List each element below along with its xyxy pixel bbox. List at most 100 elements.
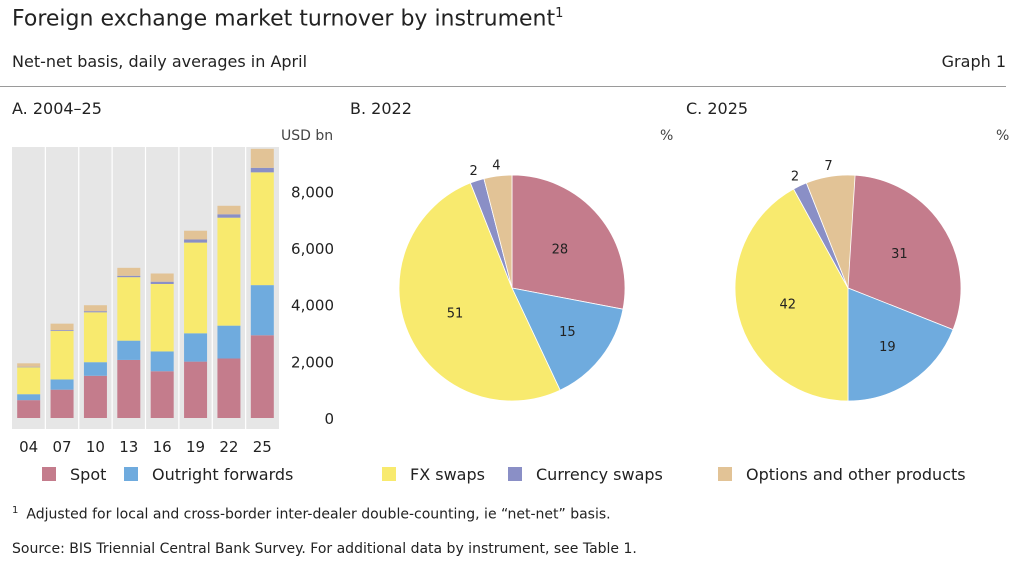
bar-segment-fx_swaps-16 [150, 283, 174, 352]
footnote-text: Adjusted for local and cross-border inte… [26, 506, 611, 523]
bar-segment-fx_swaps-25 [250, 172, 274, 286]
bar-segment-fx_swaps-07 [50, 331, 74, 380]
legend-label: Outright forwards [152, 464, 294, 484]
bar-segment-spot-13 [117, 359, 141, 418]
footnote-mark: 1 [12, 505, 19, 516]
pie-2022-slice-label: 28 [552, 242, 569, 257]
header-divider [0, 86, 1006, 87]
legend-item-currency_swaps: Currency swaps [508, 462, 663, 486]
pie-chart-panel-c: 31 19 42 2 7 [734, 159, 962, 402]
bar-segment-fx_swaps-13 [117, 277, 141, 341]
bar-segment-options-10 [83, 305, 107, 312]
bar-segment-outright_forwards-25 [250, 285, 274, 336]
legend-label: FX swaps [410, 464, 485, 484]
bar-segment-options-04 [17, 363, 41, 367]
pie-2025-slice-label: 31 [891, 247, 908, 262]
chart-subtitle: Net-net basis, daily averages in April [12, 52, 308, 71]
bar-segment-outright_forwards-16 [150, 351, 174, 372]
legend-item-options: Options and other products [718, 462, 966, 486]
bar-segment-currency_swaps-22 [217, 214, 241, 218]
pie-2025-slice-options [805, 174, 856, 289]
graph-label: Graph 1 [941, 52, 1006, 71]
y-tick-label: 4,000 [291, 297, 334, 315]
legend-swatch [508, 467, 522, 481]
bar-segment-spot-22 [217, 358, 241, 418]
legend-label: Options and other products [746, 464, 966, 484]
panel-c-title: C. 2025 [686, 99, 749, 118]
pie-2025-slice-label: 19 [879, 340, 896, 355]
chart-title: Foreign exchange market turnover by inst… [12, 6, 563, 31]
panel-a-unit: USD bn [281, 128, 334, 144]
panel-c-unit: % [996, 128, 1010, 144]
source-note: Source: BIS Triennial Central Bank Surve… [12, 541, 637, 557]
pie-2025-slice-outright_forwards [847, 287, 954, 402]
legend-label: Currency swaps [536, 464, 663, 484]
pie-2022-slice-label: 51 [447, 307, 464, 322]
bar-chart-panel-a: 04 07 10 13 16 19 22 25 0 2,000 4,000 6,000 8,000 [12, 147, 334, 456]
bar-segment-outright_forwards-13 [117, 340, 141, 360]
x-tick-label: 19 [186, 438, 205, 456]
pie-2025-slice-fx_swaps [734, 188, 849, 402]
y-tick-label: 6,000 [291, 240, 334, 258]
bar-segment-outright_forwards-19 [184, 333, 208, 362]
y-tick-label: 8,000 [291, 183, 334, 201]
legend-swatch [718, 467, 732, 481]
bar-segment-spot-10 [83, 375, 107, 418]
bar-segment-outright_forwards-22 [217, 325, 241, 359]
bar-segment-options-19 [184, 230, 208, 240]
bar-segment-fx_swaps-19 [184, 242, 208, 334]
legend-item-spot: Spot [42, 462, 106, 486]
bar-segment-options-22 [217, 205, 241, 215]
bar-segment-currency_swaps-04 [17, 366, 41, 368]
bar-segment-spot-19 [184, 361, 208, 418]
bar-segment-options-07 [50, 323, 74, 331]
title-footnote-mark: 1 [555, 6, 564, 21]
chart-title-text: Foreign exchange market turnover by inst… [12, 6, 556, 32]
x-tick-label: 04 [19, 438, 38, 456]
legend-item-outright_forwards: Outright forwards [124, 462, 293, 486]
bar-segment-fx_swaps-04 [17, 367, 41, 395]
panel-a-title: A. 2004–25 [12, 99, 102, 118]
bar-segment-currency_swaps-10 [83, 311, 107, 313]
pie-2022-slice-label: 15 [559, 325, 576, 340]
pie-2022-slice-outright_forwards [511, 287, 624, 391]
bar-segment-options-25 [250, 148, 274, 168]
bar-segment-currency_swaps-25 [250, 167, 274, 173]
pie-2022-slice-label: 4 [492, 159, 500, 174]
x-tick-label: 25 [253, 438, 272, 456]
bar-segment-currency_swaps-16 [150, 281, 174, 284]
bar-segment-currency_swaps-07 [50, 330, 74, 332]
pie-2025-slice-label: 2 [791, 170, 799, 185]
bar-segment-fx_swaps-22 [217, 217, 241, 326]
bar-segment-outright_forwards-07 [50, 379, 74, 390]
bar-segment-options-16 [150, 273, 174, 282]
bar-segment-fx_swaps-10 [83, 312, 107, 363]
x-tick-label: 07 [53, 438, 72, 456]
pie-2022-slice-spot [511, 174, 626, 310]
legend-swatch [124, 467, 138, 481]
legend-label: Spot [70, 464, 107, 484]
legend-swatch [382, 467, 396, 481]
pie-2025-slice-label: 42 [780, 297, 797, 312]
y-tick-label: 0 [324, 410, 334, 428]
y-tick-label: 2,000 [291, 353, 334, 371]
pie-2025-slice-label: 7 [824, 159, 832, 174]
panel-b-unit: % [660, 128, 674, 144]
x-tick-label: 16 [153, 438, 172, 456]
footnote: 1 Adjusted for local and cross-border int… [12, 505, 611, 523]
bar-segment-outright_forwards-10 [83, 362, 107, 376]
bar-segment-outright_forwards-04 [17, 394, 41, 401]
bar-segment-currency_swaps-19 [184, 239, 208, 243]
bar-segment-currency_swaps-13 [117, 275, 141, 278]
bar-segment-spot-07 [50, 389, 74, 418]
legend-item-fx_swaps: FX swaps [382, 462, 485, 486]
pie-chart-panel-b: 28 15 51 2 4 [398, 159, 626, 402]
bar-segment-options-13 [117, 267, 141, 276]
pie-2022-slice-label: 2 [469, 164, 477, 179]
bar-segment-spot-16 [150, 371, 174, 418]
x-tick-label: 10 [86, 438, 105, 456]
pie-2025-slice-spot [847, 174, 962, 331]
bar-segment-spot-04 [17, 400, 41, 418]
pie-2022-slice-options [483, 174, 513, 289]
